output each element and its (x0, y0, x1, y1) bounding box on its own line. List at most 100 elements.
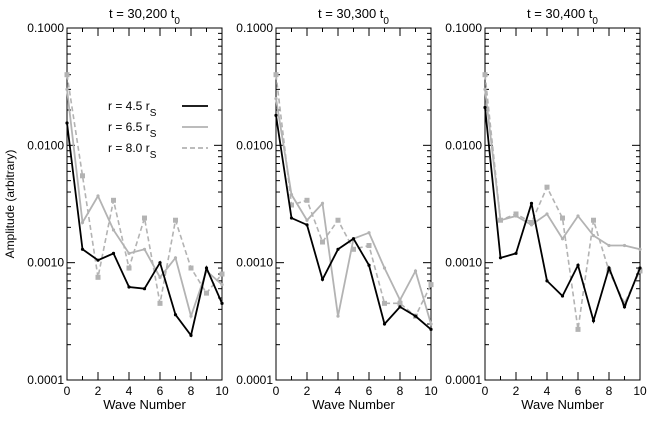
data-point (126, 265, 132, 271)
data-point (413, 269, 418, 273)
x-tick-label: 8 (397, 384, 404, 398)
data-point (274, 113, 278, 117)
series-line-1 (275, 115, 432, 331)
y-tick-label: 0.0100 (236, 138, 273, 152)
data-point (622, 243, 627, 248)
data-point (320, 277, 325, 282)
data-point (382, 266, 387, 270)
x-tick-label: 0 (482, 384, 489, 398)
data-point (367, 231, 371, 235)
series-line-3 (66, 74, 223, 304)
data-point (320, 239, 325, 245)
x-tick-label: 10 (633, 384, 647, 398)
data-point (545, 212, 549, 216)
data-point (429, 322, 433, 326)
data-point (398, 305, 402, 309)
data-point (158, 275, 162, 279)
x-tick-label: 4 (544, 384, 551, 398)
data-point (428, 282, 434, 288)
y-axis-label: Amplitude (arbitrary) (3, 150, 17, 259)
data-point (498, 256, 503, 260)
data-point (173, 217, 178, 223)
panel-frame (484, 27, 641, 381)
data-point (575, 326, 581, 332)
data-point (289, 193, 294, 197)
data-point (157, 300, 163, 306)
data-point (111, 197, 116, 203)
series-line-1 (484, 107, 641, 324)
data-point (274, 97, 278, 101)
data-point (64, 72, 70, 78)
y-tick-label: 0.1000 (445, 21, 482, 35)
data-point (514, 251, 518, 255)
y-tick-label: 0.0010 (236, 256, 273, 270)
x-tick-label: 6 (366, 384, 373, 398)
series-line-3 (484, 74, 641, 330)
x-tick-label: 4 (126, 384, 133, 398)
data-point (429, 327, 433, 331)
legend-label: r = 8.0 rS (108, 141, 157, 161)
series-line-2 (484, 89, 641, 251)
data-point (96, 258, 100, 262)
data-point (513, 211, 519, 217)
y-tick-label: 0.0001 (445, 373, 482, 387)
panel-frame (66, 27, 223, 381)
x-tick-label: 10 (215, 384, 229, 398)
data-point (204, 290, 209, 296)
data-point (544, 184, 550, 190)
data-point (413, 314, 418, 318)
data-point (622, 305, 627, 309)
data-point (65, 87, 69, 91)
x-tick-label: 4 (335, 384, 342, 398)
data-point (529, 201, 534, 205)
data-point (189, 333, 193, 337)
data-point (397, 300, 403, 306)
x-axis-label: Wave Number (103, 397, 186, 412)
y-tick-label: 0.0001 (236, 373, 273, 387)
data-point (305, 218, 309, 222)
data-point (560, 237, 565, 241)
data-point (367, 263, 371, 267)
data-point (95, 274, 101, 280)
data-point (576, 263, 580, 267)
series-line-2 (275, 98, 432, 325)
data-point (111, 251, 116, 255)
data-point (273, 72, 279, 78)
data-point (189, 314, 193, 318)
panel-title: t = 30,200 t0 (109, 6, 180, 27)
panel-title: t = 30,300 t0 (318, 6, 389, 27)
data-point (65, 121, 69, 125)
x-tick-label: 10 (424, 384, 438, 398)
data-point (142, 247, 147, 251)
y-tick-label: 0.1000 (236, 21, 273, 35)
data-point (382, 322, 387, 326)
data-point (351, 246, 356, 252)
data-point (576, 214, 580, 218)
data-point (80, 247, 85, 251)
data-point (220, 283, 224, 287)
legend-label: r = 6.5 rS (108, 120, 157, 140)
data-point (482, 72, 488, 78)
data-point (607, 266, 611, 270)
data-point (127, 285, 131, 289)
data-point (173, 256, 178, 260)
data-point (398, 298, 402, 302)
legend-label: r = 4.5 rS (108, 99, 157, 119)
data-point (560, 215, 565, 221)
data-point (638, 266, 642, 270)
data-point (529, 219, 534, 225)
data-point (483, 105, 487, 110)
data-point (158, 261, 162, 265)
panel-frame (275, 27, 432, 381)
x-tick-label: 6 (575, 384, 582, 398)
data-point (382, 300, 387, 306)
y-tick-label: 0.1000 (27, 21, 64, 35)
x-axis-label: Wave Number (312, 397, 395, 412)
x-tick-label: 0 (64, 384, 71, 398)
data-point (622, 300, 627, 306)
data-point (335, 217, 341, 223)
